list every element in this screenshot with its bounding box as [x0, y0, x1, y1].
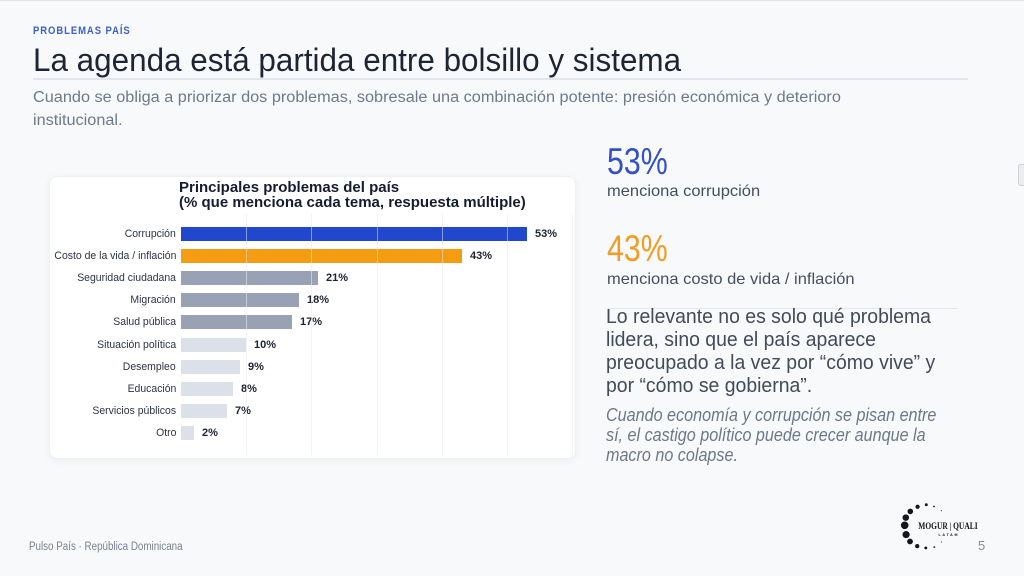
svg-text:LATAM: LATAM: [939, 533, 958, 537]
svg-text:MOGUR | QUALI: MOGUR | QUALI: [918, 521, 978, 531]
